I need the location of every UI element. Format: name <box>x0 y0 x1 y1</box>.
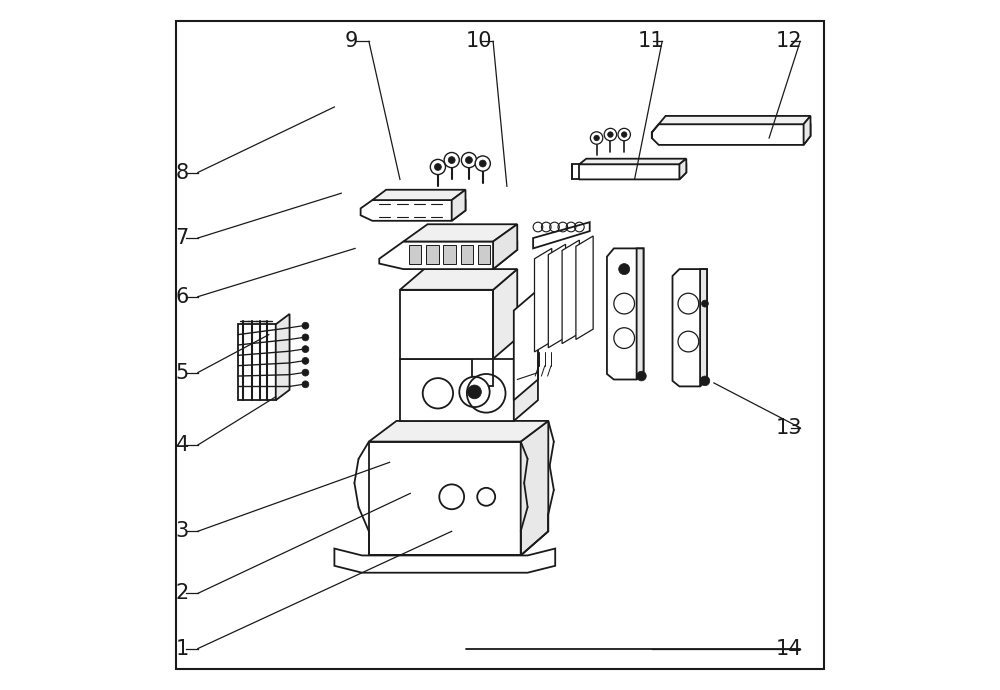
Polygon shape <box>403 224 517 241</box>
Text: 13: 13 <box>776 418 802 437</box>
Circle shape <box>434 164 441 170</box>
Circle shape <box>302 381 309 388</box>
Polygon shape <box>572 164 579 179</box>
Polygon shape <box>679 159 686 179</box>
Circle shape <box>608 132 613 137</box>
Polygon shape <box>369 421 548 442</box>
Circle shape <box>302 369 309 376</box>
Polygon shape <box>521 421 548 555</box>
Polygon shape <box>361 200 466 221</box>
Circle shape <box>302 334 309 341</box>
Text: 5: 5 <box>176 363 189 382</box>
Polygon shape <box>461 245 473 264</box>
Circle shape <box>594 135 599 141</box>
Circle shape <box>468 385 481 399</box>
Polygon shape <box>379 241 517 269</box>
Polygon shape <box>276 314 290 400</box>
Polygon shape <box>400 290 493 359</box>
Circle shape <box>619 264 630 275</box>
Polygon shape <box>804 116 810 145</box>
Text: 8: 8 <box>176 163 189 182</box>
Circle shape <box>475 156 490 171</box>
Text: 4: 4 <box>176 435 189 455</box>
Polygon shape <box>372 190 466 200</box>
Polygon shape <box>672 269 707 386</box>
Polygon shape <box>452 190 466 221</box>
Circle shape <box>618 128 630 141</box>
Text: 12: 12 <box>776 32 802 51</box>
Text: 2: 2 <box>176 584 189 603</box>
Circle shape <box>302 346 309 353</box>
Circle shape <box>479 160 486 167</box>
Text: 11: 11 <box>638 32 664 51</box>
Polygon shape <box>572 164 686 179</box>
Polygon shape <box>400 269 517 290</box>
Polygon shape <box>637 248 644 380</box>
Polygon shape <box>579 159 686 164</box>
Polygon shape <box>493 224 517 269</box>
Polygon shape <box>443 245 456 264</box>
Polygon shape <box>334 549 555 573</box>
Circle shape <box>448 157 455 164</box>
Circle shape <box>700 376 710 386</box>
Text: 3: 3 <box>176 522 189 541</box>
Circle shape <box>637 371 646 381</box>
Polygon shape <box>514 338 538 421</box>
Polygon shape <box>409 245 421 264</box>
Text: 9: 9 <box>345 32 358 51</box>
Circle shape <box>459 377 490 407</box>
Text: 10: 10 <box>466 32 492 51</box>
Polygon shape <box>533 222 590 248</box>
Circle shape <box>444 152 459 168</box>
Circle shape <box>701 300 708 307</box>
Polygon shape <box>562 240 579 344</box>
Polygon shape <box>514 290 538 400</box>
Polygon shape <box>607 248 644 380</box>
Circle shape <box>302 322 309 329</box>
Circle shape <box>302 357 309 364</box>
Circle shape <box>430 159 445 175</box>
Circle shape <box>466 157 472 164</box>
Polygon shape <box>548 244 566 348</box>
Circle shape <box>604 128 617 141</box>
Polygon shape <box>576 236 593 339</box>
Text: 1: 1 <box>176 639 189 658</box>
Text: 14: 14 <box>776 639 802 658</box>
Circle shape <box>621 132 627 137</box>
Polygon shape <box>238 324 276 400</box>
Polygon shape <box>400 359 514 421</box>
Polygon shape <box>478 245 490 264</box>
Text: 7: 7 <box>176 228 189 248</box>
Circle shape <box>461 152 477 168</box>
Circle shape <box>590 132 603 144</box>
Text: 6: 6 <box>176 287 189 306</box>
Polygon shape <box>659 116 810 124</box>
Polygon shape <box>534 248 552 352</box>
Polygon shape <box>700 269 707 386</box>
Polygon shape <box>369 442 521 555</box>
Polygon shape <box>652 124 810 145</box>
Polygon shape <box>493 269 517 359</box>
Polygon shape <box>426 245 439 264</box>
